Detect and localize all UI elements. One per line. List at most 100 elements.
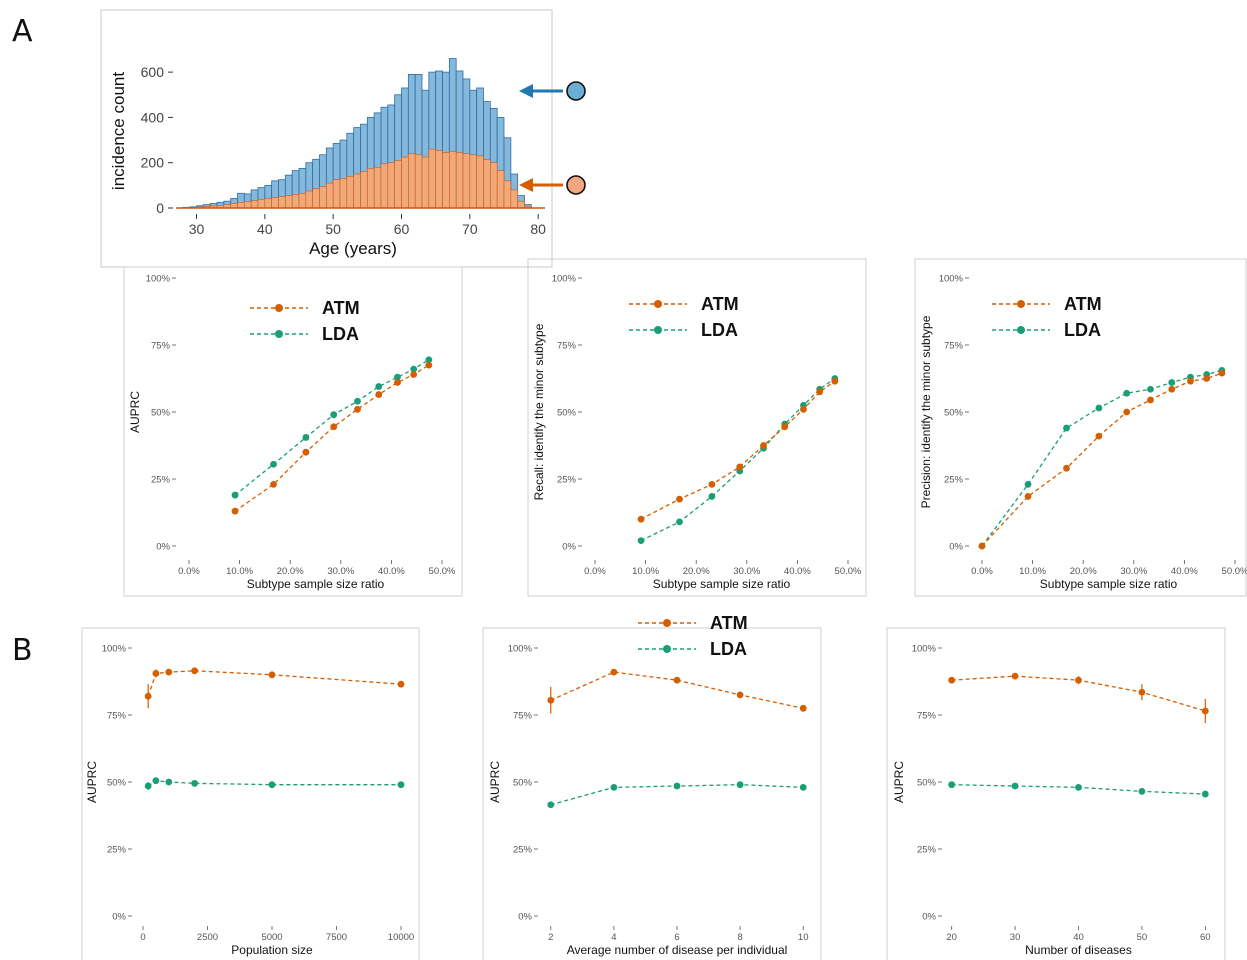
histogram-bar-minor [442,152,450,209]
auprc-vs-population-y-tick-label: 0% [112,912,126,923]
legend-bottom-lda-swatch-point [663,645,671,653]
recall-vs-ratio-atm-point [800,405,807,413]
auprc-vs-num-diseases-atm-point [1201,707,1209,715]
histogram-bar-minor [455,152,464,209]
auprc-vs-population-y-axis-label: AUPRC [85,761,99,803]
auprc-vs-population-lda-point [152,777,160,785]
histogram-bar-minor [312,188,320,209]
histogram-bar-minor [271,197,279,209]
auprc-vs-ratio-lda-point [425,356,433,364]
precision-vs-ratio-lda-line [981,369,1223,547]
auprc-vs-population-atm-point [268,671,276,679]
auprc-vs-num-diseases-lda-point [1138,787,1146,795]
auprc-vs-num-diseases: 0% 25% 50% 75% 100% 20 30 40 50 60 Number of disea… [886,627,1226,960]
histogram-bar-minor [483,159,491,209]
recall-vs-ratio-atm-point [637,515,645,523]
precision-vs-ratio-atm-point [1168,385,1176,393]
recall-vs-ratio-atm-point [736,463,744,471]
histogram-bar-minor [408,153,416,209]
recall-vs-ratio-y-tick-label: 50% [557,408,577,419]
auprc-vs-num-diseases-y-axis-label: AUPRC [892,761,906,803]
histogram-y-axis-label: incidence count [109,72,128,190]
recall-vs-ratio-atm-point [760,442,767,449]
auprc-vs-population: 0% 25% 50% 75% 100% 0 2500 5000 7500 10000 Populat… [81,627,420,960]
auprc-vs-ratio-x-tick-label: 40.0% [378,566,405,577]
histogram-x-tick-label: 40 [257,221,273,237]
auprc-vs-ratio-atm-point [410,371,418,378]
histogram-bar-minor [305,190,313,209]
histogram-bar-minor [490,162,498,209]
auprc-vs-avg-disease-frame [482,627,822,960]
auprc-vs-population-lda-point [397,781,405,789]
auprc-vs-population-atm-point [397,680,405,688]
recall-vs-ratio-lda-point [676,518,683,526]
precision-vs-ratio-x-tick-label: 0.0% [971,566,993,577]
auprc-vs-ratio-x-axis-label: Subtype sample size ratio [247,577,385,591]
recall-vs-ratio-x-tick-label: 0.0% [584,566,606,577]
auprc-vs-avg-disease-x-tick-label: 2 [548,932,553,943]
auprc-vs-population-atm-point [191,667,199,675]
recall-vs-ratio-y-tick-label: 75% [557,341,577,352]
orange-arrowhead-icon [519,178,533,192]
auprc-vs-num-diseases-x-tick-label: 30 [1010,932,1021,943]
auprc-vs-population-atm-point [152,670,160,677]
precision-vs-ratio-lda-point [1123,389,1131,397]
auprc-vs-population-x-tick-label: 0 [140,932,145,943]
histogram-y-tick-label: 400 [141,109,165,125]
auprc-vs-population-x-tick-label: 2500 [197,932,218,943]
auprc-vs-ratio-atm-point [394,379,401,386]
histogram-bar-minor [278,196,286,209]
histogram-bar-minor [414,154,423,209]
recall-vs-ratio-atm-point [781,423,789,431]
auprc-vs-num-diseases-frame [886,627,1226,960]
precision-vs-ratio-lda-point [1063,424,1070,432]
precision-vs-ratio-atm-point [1095,432,1103,440]
histogram-bar-minor [250,200,259,209]
auprc-vs-avg-disease-atm-line [550,671,804,709]
auprc-vs-num-diseases-y-tick-label: 25% [917,845,937,856]
precision-vs-ratio-atm-point [1187,377,1194,385]
histogram-y-tick-label: 200 [141,155,165,171]
precision-vs-ratio-atm-line [981,372,1223,547]
auprc-vs-avg-disease-atm-point [547,696,555,704]
legend-precision-vs-ratio: ATM LDA [992,294,1102,340]
recall-vs-ratio-frame [527,258,867,597]
auprc-vs-avg-disease-lda-point [673,782,681,790]
auprc-vs-num-diseases-lda-point [1011,782,1019,790]
recall-vs-ratio-atm-line [640,380,836,520]
legend-bottom: ATM LDA [638,613,748,659]
histogram-bar-minor [387,162,395,209]
histogram-bar-minor [353,173,361,209]
histogram-bar-minor [244,201,252,209]
auprc-vs-ratio-atm-point [231,507,239,515]
recall-vs-ratio-x-axis-label: Subtype sample size ratio [653,577,791,591]
panel-label-b: B [12,633,33,668]
auprc-vs-ratio-atm-point [425,361,433,369]
precision-vs-ratio-y-tick-label: 25% [944,475,964,486]
auprc-vs-avg-disease-y-tick-label: 50% [513,778,533,789]
auprc-vs-ratio-lda-point [231,491,239,499]
precision-vs-ratio-x-tick-label: 30.0% [1120,566,1147,577]
auprc-vs-num-diseases-lda-point [1075,783,1082,791]
histogram-bar-minor [346,175,354,209]
legend-bottom-lda-label: LDA [710,639,747,659]
recall-vs-ratio: 0% 25% 50% 75% 100% 0.0% 10.0% 20.0% 30.0% 40.0% 5… [527,258,867,597]
auprc-vs-population-atm-line [147,670,402,697]
histogram-bar-minor [462,153,471,209]
auprc-vs-ratio-x-tick-label: 0.0% [178,566,200,577]
histogram-bar-minor [517,200,525,209]
auprc-vs-population-frame [81,627,420,960]
auprc-vs-population-atm-point [144,692,152,700]
legend-recall-vs-ratio-lda-label: LDA [701,320,738,340]
histogram-bar-minor [401,156,409,209]
auprc-vs-num-diseases-atm-point [1138,688,1146,696]
recall-vs-ratio-lda-point [637,537,645,545]
auprc-vs-ratio-atm-point [375,391,383,398]
recall-vs-ratio-x-tick-label: 50.0% [835,566,862,577]
auprc-vs-num-diseases-y-tick-label: 0% [922,912,936,923]
histogram-bar-minor [298,192,307,209]
histogram-bar-minor [435,149,443,209]
auprc-vs-avg-disease-lda-point [610,783,618,791]
auprc-vs-ratio: 0% 25% 50% 75% 100% 0.0% 10.0% 20.0% 30.0% 40.0% 5… [123,266,463,597]
auprc-vs-avg-disease-y-tick-label: 100% [508,644,533,655]
